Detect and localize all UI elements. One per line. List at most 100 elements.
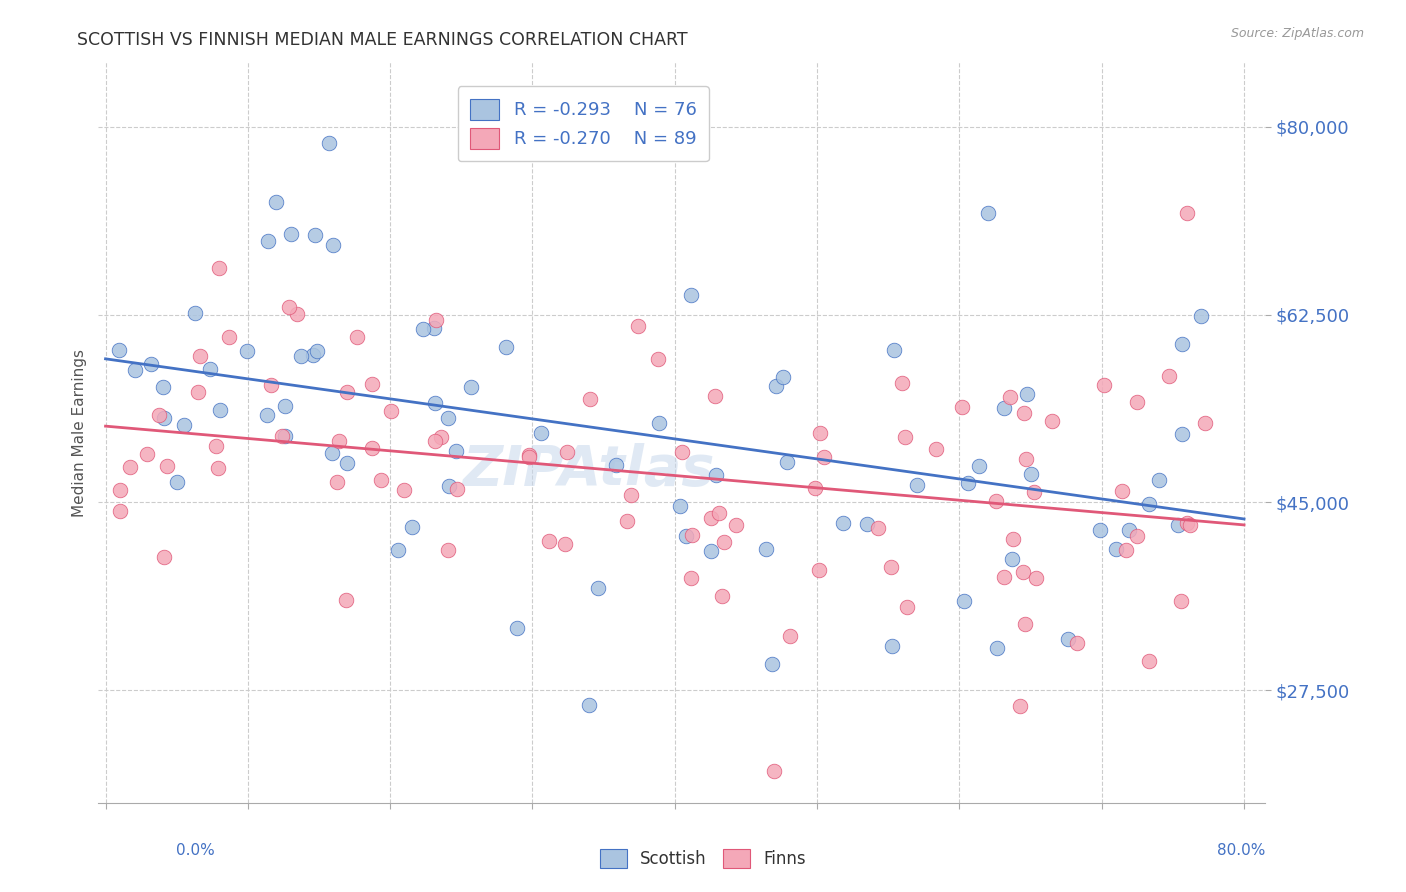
Point — [1175, 205, 1198, 219]
Point — [380, 403, 402, 417]
Point — [761, 657, 783, 671]
Point — [1092, 378, 1115, 392]
Point — [305, 344, 328, 359]
Point — [257, 235, 280, 249]
Point — [346, 330, 368, 344]
Point — [328, 434, 350, 448]
Point — [1057, 632, 1080, 646]
Point — [832, 516, 855, 530]
Point — [302, 348, 325, 362]
Point — [879, 560, 901, 574]
Point — [506, 621, 529, 635]
Point — [326, 475, 349, 490]
Point — [412, 322, 434, 336]
Point — [173, 417, 195, 432]
Point — [956, 475, 979, 490]
Point — [401, 520, 423, 534]
Point — [856, 516, 879, 531]
Point — [755, 542, 778, 557]
Point — [1015, 386, 1038, 401]
Point — [1066, 636, 1088, 650]
Point — [883, 343, 905, 357]
Point — [423, 434, 446, 449]
Point — [1088, 523, 1111, 537]
Point — [495, 340, 517, 354]
Point — [260, 377, 283, 392]
Point — [1104, 541, 1126, 556]
Point — [155, 458, 177, 473]
Point — [891, 376, 914, 391]
Point — [679, 571, 702, 585]
Point — [681, 528, 703, 542]
Point — [894, 430, 917, 444]
Point — [807, 563, 830, 577]
Point — [287, 307, 309, 321]
Point — [953, 594, 976, 608]
Point — [616, 514, 638, 528]
Point — [882, 639, 904, 653]
Point — [318, 136, 340, 151]
Point — [925, 442, 948, 456]
Point — [273, 399, 295, 413]
Point — [136, 447, 159, 461]
Point — [530, 426, 553, 441]
Point — [1118, 523, 1140, 537]
Point — [1012, 566, 1035, 580]
Point — [1167, 518, 1189, 533]
Point — [704, 468, 727, 483]
Point — [278, 300, 301, 314]
Point — [437, 479, 460, 493]
Point — [725, 518, 748, 533]
Text: 80.0%: 80.0% — [1218, 843, 1265, 858]
Point — [984, 494, 1007, 508]
Point — [290, 350, 312, 364]
Point — [218, 330, 240, 344]
Point — [986, 641, 1008, 656]
Point — [361, 442, 384, 456]
Point — [517, 450, 540, 464]
Point — [1137, 497, 1160, 511]
Point — [1111, 484, 1133, 499]
Point — [866, 521, 889, 535]
Point — [107, 343, 129, 357]
Point — [446, 443, 468, 458]
Point — [361, 377, 384, 392]
Point — [1126, 394, 1149, 409]
Point — [1126, 529, 1149, 543]
Point — [370, 473, 392, 487]
Point — [187, 385, 209, 400]
Point — [896, 599, 918, 614]
Point — [950, 400, 973, 414]
Point — [713, 535, 735, 549]
Point — [804, 481, 827, 495]
Point — [905, 478, 928, 492]
Point — [124, 363, 146, 377]
Point — [1019, 467, 1042, 482]
Point — [200, 361, 222, 376]
Point — [1170, 593, 1192, 607]
Point — [578, 698, 600, 712]
Point — [304, 228, 326, 243]
Point — [437, 543, 460, 558]
Point — [1189, 309, 1212, 323]
Point — [152, 379, 174, 393]
Point — [108, 483, 131, 498]
Point — [1171, 336, 1194, 351]
Point — [423, 396, 446, 410]
Point — [647, 352, 669, 367]
Point — [148, 408, 170, 422]
Point — [274, 429, 297, 443]
Point — [648, 416, 671, 430]
Point — [669, 499, 692, 513]
Point — [1015, 452, 1038, 467]
Point — [772, 369, 794, 384]
Point — [280, 227, 302, 241]
Point — [813, 450, 835, 464]
Point — [120, 460, 142, 475]
Legend: Scottish, Finns: Scottish, Finns — [593, 842, 813, 875]
Point — [184, 305, 207, 319]
Point — [153, 549, 176, 564]
Point — [808, 426, 831, 441]
Point — [1175, 516, 1198, 530]
Point — [627, 319, 650, 334]
